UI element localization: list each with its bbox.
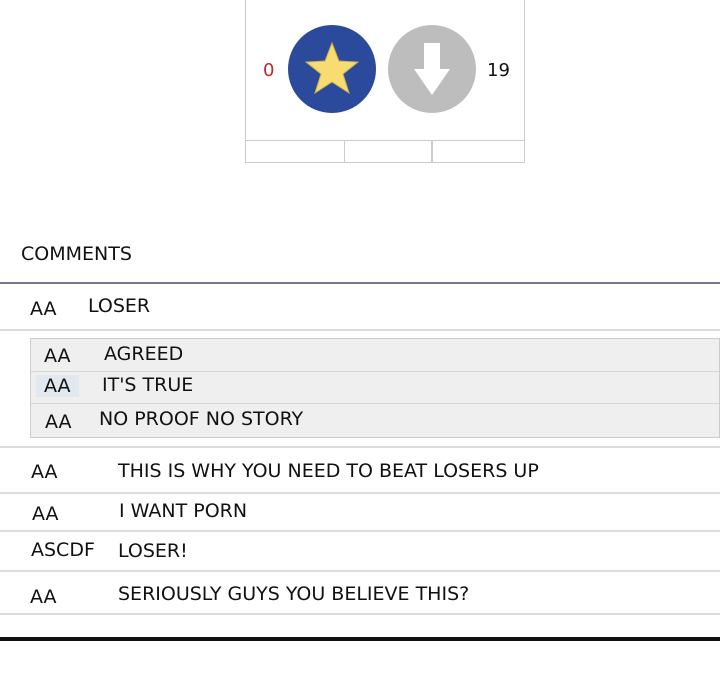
- comment-user[interactable]: AA: [31, 461, 58, 483]
- reply-row: AA IT'S TRUE: [31, 371, 719, 404]
- star-icon: [304, 41, 360, 95]
- reply-list: AA AGREED AA IT'S TRUE AA NO PROOF NO ST…: [30, 338, 720, 438]
- comment-user[interactable]: AA: [32, 503, 59, 525]
- star-count: 0: [263, 60, 275, 81]
- down-count: 19: [487, 60, 510, 81]
- reply-user[interactable]: AA: [44, 345, 71, 367]
- comment-text: I WANT PORN: [119, 500, 248, 522]
- comment-user[interactable]: AA: [30, 298, 57, 320]
- comments-title: COMMENTS: [21, 243, 132, 265]
- comment-text: LOSER: [88, 295, 151, 317]
- reply-user[interactable]: AA: [36, 375, 79, 397]
- reply-text: IT'S TRUE: [102, 374, 194, 396]
- reply-row: AA NO PROOF NO STORY: [31, 404, 719, 436]
- reply-row: AA AGREED: [31, 339, 719, 372]
- reply-text: NO PROOF NO STORY: [99, 408, 304, 430]
- comment-row: AA LOSER: [0, 293, 720, 331]
- bottom-divider: [0, 637, 720, 641]
- tab-cell[interactable]: [245, 140, 345, 163]
- arrow-down-icon: [414, 43, 450, 95]
- vote-panel: 0 19: [245, 0, 525, 141]
- reply-user[interactable]: AA: [45, 411, 72, 433]
- comment-text: SERIOUSLY GUYS YOU BELIEVE THIS?: [118, 583, 470, 605]
- comment-user[interactable]: ASCDF: [31, 539, 95, 561]
- divider: [0, 282, 720, 284]
- comment-row: ASCDF LOSER!: [0, 532, 720, 572]
- comment-user[interactable]: AA: [30, 586, 57, 608]
- reply-text: AGREED: [104, 343, 184, 365]
- comment-row: AA THIS IS WHY YOU NEED TO BEAT LOSERS U…: [0, 456, 720, 494]
- down-button[interactable]: [388, 25, 476, 113]
- comment-row: AA I WANT PORN: [0, 494, 720, 532]
- divider: [0, 446, 720, 448]
- comment-text: THIS IS WHY YOU NEED TO BEAT LOSERS UP: [118, 460, 539, 482]
- comment-row: AA SERIOUSLY GUYS YOU BELIEVE THIS?: [0, 573, 720, 615]
- comment-text: LOSER!: [118, 540, 188, 562]
- tab-cell[interactable]: [431, 140, 525, 163]
- star-button[interactable]: [288, 25, 376, 113]
- tab-cell[interactable]: [344, 140, 433, 163]
